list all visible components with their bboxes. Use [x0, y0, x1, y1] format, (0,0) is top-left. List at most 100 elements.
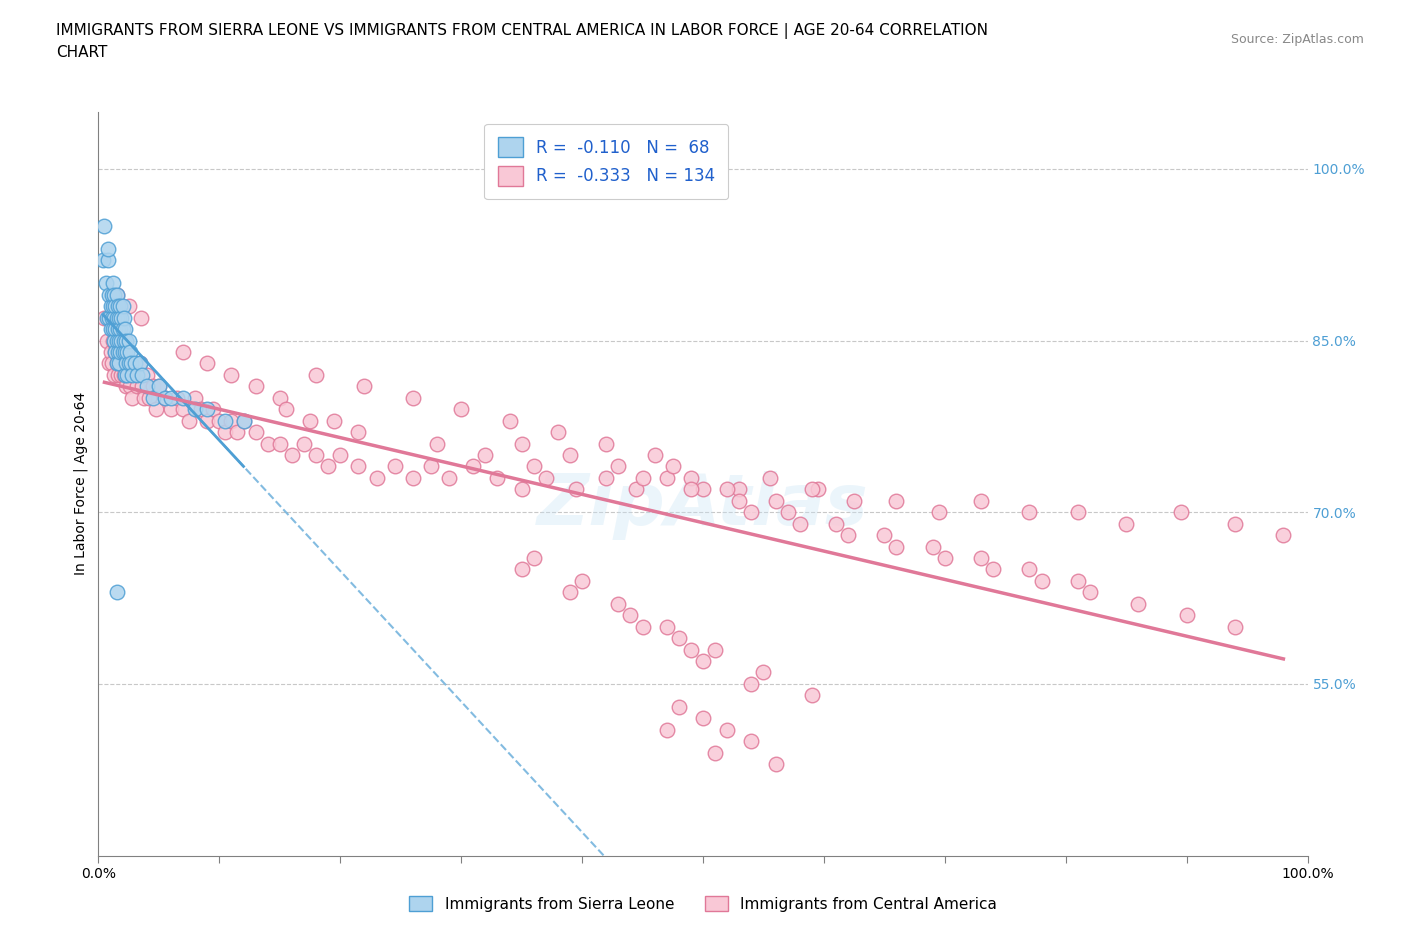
- Point: [692, 711, 714, 725]
- Point: [655, 723, 678, 737]
- Point: [107, 367, 129, 382]
- Point: [626, 482, 648, 497]
- Point: [124, 356, 146, 371]
- Point: [108, 344, 131, 359]
- Point: [108, 311, 131, 325]
- Point: [402, 391, 425, 405]
- Point: [100, 356, 122, 371]
- Point: [114, 344, 136, 359]
- Point: [195, 402, 218, 417]
- Point: [135, 367, 157, 382]
- Point: [172, 344, 194, 359]
- Point: [184, 402, 207, 417]
- Point: [740, 505, 762, 520]
- Point: [108, 344, 131, 359]
- Point: [486, 471, 509, 485]
- Point: [208, 413, 231, 428]
- Point: [93, 311, 115, 325]
- Point: [111, 299, 134, 313]
- Point: [110, 367, 132, 382]
- Point: [138, 391, 160, 405]
- Point: [970, 551, 993, 565]
- Point: [104, 299, 127, 313]
- Point: [128, 356, 150, 371]
- Point: [153, 391, 176, 405]
- Point: [110, 311, 132, 325]
- Point: [245, 379, 267, 393]
- Point: [607, 459, 630, 474]
- Point: [692, 482, 714, 497]
- Legend: R =  -0.110   N =  68, R =  -0.333   N = 134: R = -0.110 N = 68, R = -0.333 N = 134: [484, 124, 728, 199]
- Point: [571, 574, 593, 589]
- Point: [111, 322, 134, 337]
- Point: [1067, 505, 1090, 520]
- Point: [96, 333, 118, 348]
- Point: [692, 654, 714, 669]
- Point: [112, 367, 135, 382]
- Point: [104, 344, 127, 359]
- Point: [117, 367, 139, 382]
- Point: [523, 551, 546, 565]
- Point: [668, 631, 690, 645]
- Point: [789, 516, 811, 531]
- Point: [118, 379, 141, 393]
- Point: [281, 447, 304, 462]
- Point: [437, 471, 460, 485]
- Point: [124, 367, 146, 382]
- Point: [547, 425, 569, 440]
- Point: [104, 322, 127, 337]
- Point: [135, 379, 157, 393]
- Point: [105, 287, 128, 302]
- Point: [704, 745, 727, 760]
- Point: [323, 413, 346, 428]
- Point: [100, 287, 122, 302]
- Point: [1170, 505, 1192, 520]
- Point: [179, 413, 201, 428]
- Legend: Immigrants from Sierra Leone, Immigrants from Central America: Immigrants from Sierra Leone, Immigrants…: [404, 889, 1002, 918]
- Point: [105, 333, 128, 348]
- Point: [98, 311, 121, 325]
- Point: [114, 322, 136, 337]
- Point: [101, 322, 124, 337]
- Point: [91, 253, 114, 268]
- Point: [420, 459, 443, 474]
- Point: [105, 356, 128, 371]
- Point: [825, 516, 848, 531]
- Point: [108, 333, 131, 348]
- Point: [118, 367, 141, 382]
- Point: [655, 619, 678, 634]
- Point: [195, 356, 218, 371]
- Point: [1272, 527, 1295, 542]
- Point: [100, 322, 122, 337]
- Point: [837, 527, 859, 542]
- Point: [118, 299, 141, 313]
- Point: [108, 299, 131, 313]
- Point: [776, 505, 799, 520]
- Point: [117, 344, 139, 359]
- Point: [758, 471, 780, 485]
- Point: [510, 562, 533, 577]
- Point: [121, 367, 143, 382]
- Point: [844, 493, 866, 508]
- Point: [127, 379, 149, 393]
- Point: [148, 379, 170, 393]
- Text: Source: ZipAtlas.com: Source: ZipAtlas.com: [1230, 33, 1364, 46]
- Point: [108, 356, 131, 371]
- Point: [160, 402, 183, 417]
- Point: [765, 757, 787, 772]
- Point: [347, 459, 370, 474]
- Point: [105, 585, 128, 600]
- Point: [190, 402, 212, 417]
- Point: [131, 367, 153, 382]
- Point: [221, 413, 243, 428]
- Point: [142, 391, 165, 405]
- Point: [728, 493, 751, 508]
- Point: [269, 436, 291, 451]
- Point: [100, 344, 122, 359]
- Point: [131, 379, 153, 393]
- Point: [679, 642, 702, 657]
- Text: IMMIGRANTS FROM SIERRA LEONE VS IMMIGRANTS FROM CENTRAL AMERICA IN LABOR FORCE |: IMMIGRANTS FROM SIERRA LEONE VS IMMIGRAN…: [56, 23, 988, 60]
- Point: [101, 333, 124, 348]
- Point: [347, 425, 370, 440]
- Point: [800, 688, 823, 703]
